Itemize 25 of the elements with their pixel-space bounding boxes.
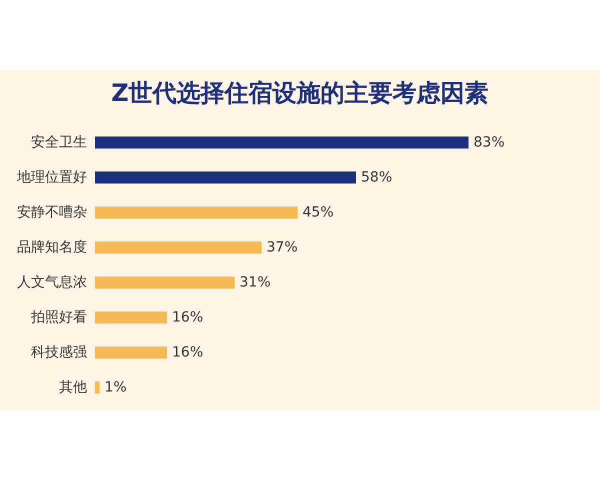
- y-tick-label: 品牌知名度: [17, 240, 87, 256]
- data-label: 45%: [302, 204, 334, 220]
- data-label: 58%: [361, 170, 392, 186]
- chart-title: Z世代选择住宿设施的主要考虑因素: [111, 79, 489, 107]
- data-label: 16%: [172, 344, 204, 360]
- data-label: 37%: [266, 240, 298, 256]
- y-tick-label: 科技感强: [31, 344, 87, 360]
- y-tick-label: 人文气息浓: [17, 274, 87, 290]
- bar: [95, 172, 356, 184]
- bar: [95, 276, 234, 288]
- data-label: 1%: [104, 380, 127, 396]
- y-tick-label: 其他: [59, 380, 87, 396]
- data-label: 31%: [240, 274, 271, 290]
- data-label: 16%: [172, 310, 204, 326]
- bar: [95, 382, 100, 394]
- y-tick-label: 安全卫生: [31, 134, 87, 150]
- y-tick-label: 拍照好看: [30, 310, 87, 326]
- y-tick-label: 地理位置好: [16, 170, 87, 186]
- bar: [95, 136, 468, 148]
- bar: [95, 312, 167, 324]
- bar: [95, 206, 298, 218]
- bar: [95, 242, 262, 254]
- y-tick-label: 安静不嘈杂: [17, 204, 87, 220]
- data-label: 83%: [474, 134, 505, 150]
- bar: [95, 346, 167, 358]
